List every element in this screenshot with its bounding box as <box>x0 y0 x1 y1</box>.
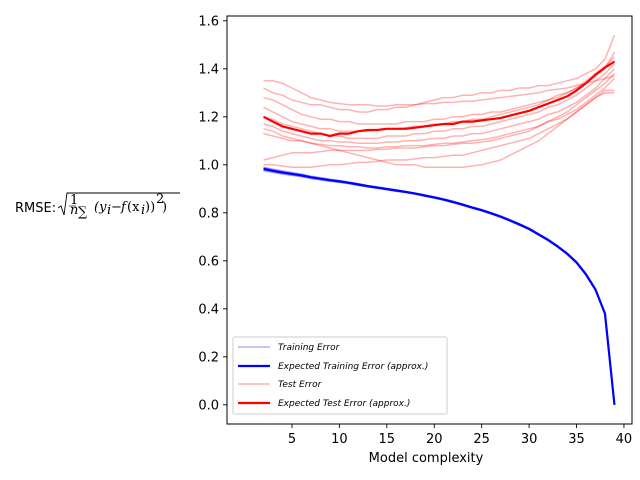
y-tick-label: 1.0 <box>198 158 219 173</box>
series-line-test-error-7 <box>263 77 615 149</box>
svg-text:1: 1 <box>70 193 78 208</box>
legend-label-expected-test-error: Expected Test Error (approx.) <box>278 399 410 409</box>
legend-entry-expected-test-error: Expected Test Error (approx.) <box>238 399 410 409</box>
y-tick-label: 0.0 <box>198 398 219 413</box>
x-tick-label: 25 <box>473 432 490 447</box>
legend: Training Error Expected Training Error (… <box>232 336 448 415</box>
y-axis-label: RMSE: 1 n ∑ (y i − f (x i )) 2 ) <box>15 192 180 220</box>
svg-text:(y: (y <box>94 200 107 215</box>
series-line-test-error-9 <box>263 89 615 168</box>
x-tick-label: 15 <box>379 432 396 447</box>
svg-text:∑: ∑ <box>78 205 88 220</box>
svg-text:): ) <box>162 200 167 215</box>
y-tick-label: 0.6 <box>198 254 219 269</box>
x-tick-label: 5 <box>288 432 296 447</box>
x-tick-label: 10 <box>331 432 348 447</box>
legend-label-expected-training-error: Expected Training Error (approx.) <box>278 362 428 372</box>
svg-text:i: i <box>141 203 145 218</box>
x-tick-label: 20 <box>426 432 443 447</box>
legend-entry-expected-training-error: Expected Training Error (approx.) <box>238 362 428 372</box>
series-lines <box>263 34 616 405</box>
x-axis-label: Model complexity <box>369 451 484 466</box>
y-tick-label: 1.4 <box>198 62 219 77</box>
svg-text:(x: (x <box>127 200 140 215</box>
legend-entry-training-error: Training Error <box>238 343 341 353</box>
legend-label-training-error: Training Error <box>278 343 341 353</box>
series-line-test-error-10 <box>263 92 615 168</box>
y-tick-label: 0.2 <box>198 350 219 365</box>
series-line-expected-training-error <box>263 167 616 405</box>
legend-entry-test-error: Test Error <box>238 380 323 390</box>
series-line-test-error-3 <box>263 51 616 125</box>
svg-text:i: i <box>107 203 111 218</box>
y-ticks: 0.0 0.2 0.4 0.6 0.8 1.0 1.2 1.4 1.6 <box>198 14 227 413</box>
series-line-expected-test-error <box>263 60 616 138</box>
series-line-test-error-8 <box>263 73 615 161</box>
svg-text:n: n <box>70 203 78 218</box>
x-tick-label: 40 <box>616 432 633 447</box>
y-tick-label: 1.6 <box>198 14 219 29</box>
x-ticks: 5 10 15 20 25 30 35 40 <box>288 424 632 447</box>
y-axis-label-formula: 1 n ∑ (y i − f (x i )) 2 ) <box>57 192 180 220</box>
series-line-test-error-1 <box>263 75 615 107</box>
svg-text:f: f <box>120 200 128 215</box>
y-tick-label: 1.2 <box>198 110 219 125</box>
series-line-test-error-2 <box>263 34 616 113</box>
x-tick-label: 35 <box>568 432 585 447</box>
y-tick-label: 0.8 <box>198 206 219 221</box>
legend-label-test-error: Test Error <box>278 380 323 390</box>
x-tick-label: 30 <box>521 432 538 447</box>
series-line-test-error-6 <box>263 68 615 144</box>
y-axis-label-prefix: RMSE: <box>15 201 56 216</box>
svg-text:−: − <box>111 200 122 215</box>
y-tick-label: 0.4 <box>198 302 219 317</box>
plot-frame <box>226 15 633 425</box>
svg-text:2: 2 <box>156 192 164 207</box>
svg-text:)): )) <box>145 200 155 215</box>
legend-box <box>232 336 448 415</box>
